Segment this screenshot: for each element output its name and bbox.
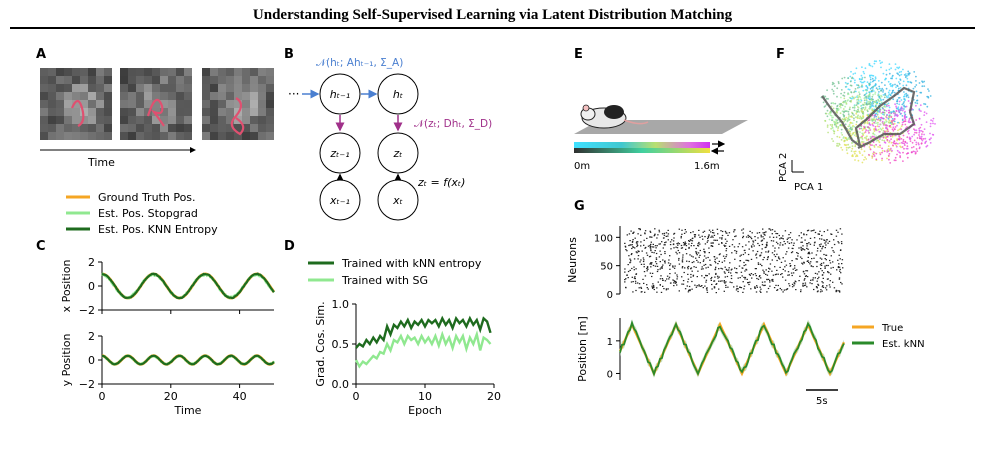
node-x-prev [319,179,361,221]
panel-A-time-label: Time [87,156,115,169]
trajectory-overlay [146,98,165,127]
chain-ellipsis: ··· [288,87,299,101]
pca-trajectory-line [821,86,916,149]
series-line [101,271,275,300]
y-tick-label: 0 [88,280,95,293]
chart-G-neuron-raster: 0 50 100 Neurons [566,226,844,301]
pca-axis-2-label: PCA 2 [778,153,789,182]
y-axis-label: Position [m] [576,316,589,382]
track-color-bar-cyan-magenta [574,142,710,148]
panel-B-letter: B [284,47,294,62]
encoder-formula: zₜ = f(xₜ) [417,176,465,189]
panel-C-letter: C [36,239,46,254]
y-tick-label: 2 [88,256,95,269]
frame-image-2 [120,68,192,140]
series-line [101,272,275,300]
panel-A-images [40,68,274,140]
panel-G-letter: G [574,199,585,214]
node-h-t-label: hₜ [393,88,403,101]
node-h-prev-label: hₜ₋₁ [330,88,350,101]
y-tick-label: 100 [594,233,613,244]
chart-C-x-position: −2 0 2 x Position [60,256,276,317]
prior-h-formula: 𝒩(hₜ; Ahₜ₋₁, Σ_A) [316,57,403,69]
y-tick-label: 0.5 [332,338,350,351]
x-axis-label: Time [174,404,202,417]
y-tick-label: 0.0 [332,378,350,391]
trajectory-overlay [230,97,245,136]
y-tick-label: 50 [600,262,613,273]
node-x-prev-label: xₜ₋₁ [329,194,350,207]
y-tick-label: 1.0 [332,298,350,311]
series-line [355,315,492,349]
y-tick-label: −2 [79,378,95,391]
pca-embedding-scatter [820,59,936,164]
x-tick-label: 40 [233,390,247,403]
x-tick-label: 10 [418,390,432,403]
trajectory-overlay [70,99,85,127]
legend-label-est-knn: Est. kNN [882,339,925,350]
panel-D-legend: Trained with kNN entropy Trained with SG [308,257,482,287]
y-tick-label: 1 [607,337,613,348]
x-tick-label: 20 [487,390,501,403]
series-line [354,330,492,369]
mouse-illustration [580,104,649,129]
node-z-prev [319,132,361,174]
y-tick-label: 0 [607,290,613,301]
x-axis-label: Epoch [408,404,442,417]
chart-D-grad-cos-sim: 0.0 0.5 1.0 0 10 20 Grad. Cos. Sim. Epoch [314,298,501,417]
chart-G-position-decoding: 0 1 Position [m] True Est. kNN [576,316,925,382]
legend-label-stopgrad: Est. Pos. Stopgrad [98,207,198,220]
track-end-label: 1.6m [694,161,720,172]
panel-C-legend: Ground Truth Pos. Est. Pos. Stopgrad Est… [66,191,218,236]
node-z-t-label: zₜ [392,147,402,160]
series-line [101,354,275,366]
node-h-prev [319,73,361,115]
bidirectional-arrows-icon [710,140,726,155]
track-start-label: 0m [574,161,590,172]
series-line-est-knn [619,319,845,377]
node-x-t-label: xₜ [392,194,403,207]
x-tick-label: 0 [99,390,106,403]
y-axis-label: x Position [60,260,73,313]
x-tick-label: 20 [164,390,178,403]
node-h-t [377,73,419,115]
paper-title: Understanding Self-Supervised Learning v… [252,7,733,23]
y-axis-label: Neurons [566,237,579,283]
legend-label-knn: Est. Pos. KNN Entropy [98,223,218,236]
panel-E-letter: E [574,47,583,62]
track-color-bar-dark-yellow [574,148,710,153]
time-scalebar-label: 5s [816,396,828,407]
figure-caption-cut [0,436,985,450]
title-rule [10,27,975,29]
y-tick-label: 2 [88,330,95,343]
legend-label-sg: Trained with SG [341,274,428,287]
panel-D-letter: D [284,239,295,254]
x-tick-label: 0 [353,390,360,403]
panel-A-letter: A [36,47,46,62]
y-axis-label: Grad. Cos. Sim. [314,301,327,386]
legend-label-true: True [881,323,903,334]
legend-label-knn-entropy: Trained with kNN entropy [341,257,482,270]
frame-image-1 [40,68,112,140]
y-tick-label: 0 [88,354,95,367]
pca-axis-1-label: PCA 1 [794,182,823,193]
y-axis-label: y Position [60,334,73,387]
node-x-t [377,179,419,221]
y-tick-label: 0 [607,369,613,380]
legend-label-ground-truth: Ground Truth Pos. [98,191,196,204]
panel-F-letter: F [776,47,785,62]
node-z-prev-label: zₜ₋₁ [329,147,349,160]
node-z-t [377,132,419,174]
prior-z-formula: 𝒩(zₜ; Dhₜ, Σ_D) [414,118,492,130]
y-tick-label: −2 [79,304,95,317]
frame-image-3 [202,68,274,140]
